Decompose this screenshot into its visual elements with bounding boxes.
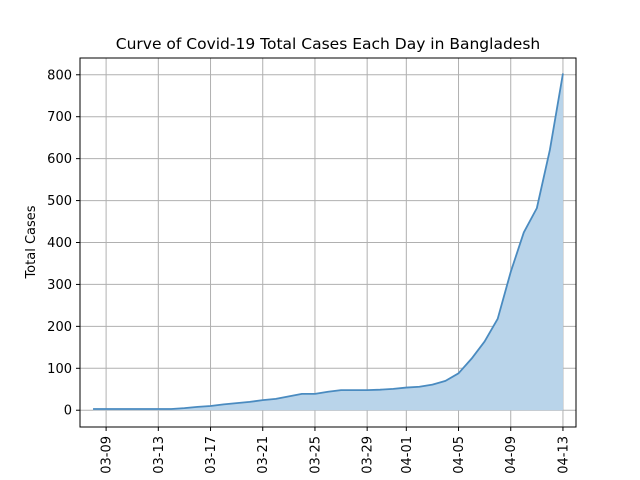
data-point: [457, 372, 459, 374]
area-fill: [93, 73, 563, 411]
data-point: [209, 405, 211, 407]
x-tick-label: 04-13: [556, 436, 571, 474]
data-point: [118, 408, 120, 410]
data-point: [248, 401, 250, 403]
x-tick-label: 04-09: [504, 436, 519, 474]
y-tick-label: 600: [47, 152, 72, 167]
data-point: [483, 340, 485, 342]
data-point: [431, 383, 433, 385]
y-axis: 0 100 200 300 400 500 600 700 800: [47, 68, 80, 419]
x-tick-label: 03-29: [361, 436, 376, 474]
data-point: [131, 408, 133, 410]
chart-title: Curve of Covid-19 Total Cases Each Day i…: [116, 35, 540, 53]
y-tick-label: 500: [47, 194, 72, 209]
data-point: [196, 406, 198, 408]
data-point: [379, 388, 381, 390]
data-point: [92, 408, 94, 410]
data-point: [549, 149, 551, 151]
x-tick-label: 03-25: [308, 436, 323, 474]
y-tick-label: 700: [47, 110, 72, 125]
data-point: [405, 386, 407, 388]
data-point: [170, 408, 172, 410]
data-point: [105, 408, 107, 410]
x-tick-label: 04-01: [400, 436, 415, 474]
x-tick-label: 04-05: [452, 436, 467, 474]
data-point: [536, 207, 538, 209]
line-series: [93, 73, 564, 410]
data-point: [340, 389, 342, 391]
data-point: [314, 393, 316, 395]
y-tick-label: 300: [47, 278, 72, 293]
data-point: [235, 402, 237, 404]
data-point: [496, 318, 498, 320]
data-point: [327, 391, 329, 393]
data-point: [222, 403, 224, 405]
data-point: [301, 393, 303, 395]
data-point: [183, 407, 185, 409]
x-tick-label: 03-21: [256, 436, 271, 474]
data-point: [418, 386, 420, 388]
data-point: [366, 389, 368, 391]
data-point: [353, 389, 355, 391]
data-point: [523, 231, 525, 233]
data-point: [392, 388, 394, 390]
y-tick-label: 0: [64, 404, 72, 419]
x-axis: 03-09 03-13 03-17 03-21 03-25 03-29 04-01 04-05…: [100, 427, 571, 474]
x-tick-label: 03-13: [152, 436, 167, 474]
data-point: [144, 408, 146, 410]
y-axis-label: Total Cases: [24, 205, 39, 279]
data-point: [275, 398, 277, 400]
data-point: [510, 271, 512, 273]
y-tick-label: 200: [47, 320, 72, 335]
y-tick-label: 100: [47, 362, 72, 377]
y-tick-label: 800: [47, 68, 72, 83]
y-tick-label: 400: [47, 236, 72, 251]
data-point: [262, 399, 264, 401]
x-tick-label: 03-17: [204, 436, 219, 474]
data-point: [470, 357, 472, 359]
x-tick-label: 03-09: [100, 436, 115, 474]
area-series: [93, 73, 563, 411]
data-point: [444, 380, 446, 382]
series-line: [93, 73, 564, 410]
data-point: [157, 408, 159, 410]
data-point: [562, 72, 564, 74]
data-point: [288, 395, 290, 397]
